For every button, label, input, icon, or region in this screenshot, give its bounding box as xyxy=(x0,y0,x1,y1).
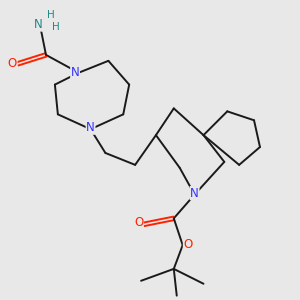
Text: N: N xyxy=(190,187,199,200)
Text: H: H xyxy=(47,10,55,20)
Text: N: N xyxy=(86,121,95,134)
Text: H: H xyxy=(52,22,60,32)
Text: O: O xyxy=(8,57,17,70)
Text: N: N xyxy=(71,66,80,79)
Text: O: O xyxy=(134,216,143,229)
Text: N: N xyxy=(34,18,43,31)
Text: O: O xyxy=(183,238,193,251)
